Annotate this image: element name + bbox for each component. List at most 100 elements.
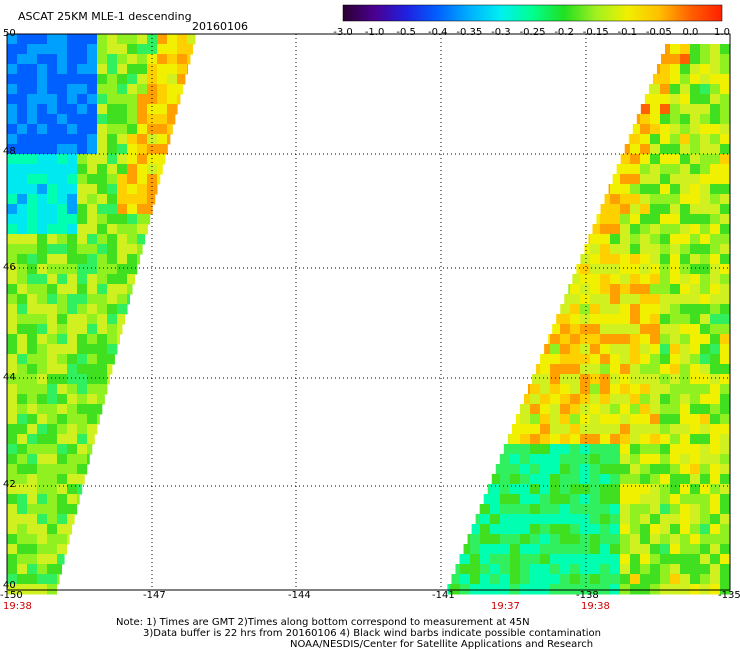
swath-cell bbox=[37, 414, 48, 425]
swath-cell bbox=[117, 274, 128, 285]
swath-cell bbox=[710, 184, 721, 195]
swath-cell bbox=[137, 244, 143, 255]
swath-cell bbox=[7, 434, 18, 445]
swath-cell bbox=[57, 64, 68, 75]
swath-cell bbox=[580, 254, 591, 265]
swath-cell bbox=[670, 364, 681, 375]
swath-cell bbox=[570, 404, 581, 415]
swath-cell bbox=[670, 244, 681, 255]
swath-cell bbox=[690, 144, 701, 155]
swath-cell bbox=[650, 484, 661, 495]
swath-cell bbox=[590, 584, 601, 595]
swath-cell bbox=[550, 564, 561, 575]
swath-cell bbox=[710, 284, 721, 295]
swath-cell bbox=[127, 254, 138, 265]
swath-cell bbox=[620, 304, 631, 315]
swath-cell bbox=[87, 134, 98, 145]
swath-cell bbox=[650, 504, 661, 515]
swath-cell bbox=[590, 434, 601, 445]
swath-cell bbox=[690, 584, 701, 595]
swath-cell bbox=[470, 554, 481, 565]
swath-cell bbox=[640, 154, 651, 165]
swath-cell bbox=[27, 364, 38, 375]
swath-cell bbox=[37, 554, 48, 565]
swath-cell bbox=[7, 114, 18, 125]
swath-cell bbox=[107, 104, 118, 115]
swath-cell bbox=[147, 74, 158, 85]
swath-cell bbox=[660, 514, 671, 525]
swath-cell bbox=[540, 514, 551, 525]
swath-cell bbox=[147, 84, 158, 95]
swath-cell bbox=[97, 124, 108, 135]
swath-cell bbox=[690, 164, 701, 175]
swath-cell bbox=[670, 374, 681, 385]
swath-cell bbox=[37, 514, 48, 525]
swath-cell bbox=[630, 324, 641, 335]
swath-cell bbox=[530, 554, 541, 565]
swath-cell bbox=[7, 144, 18, 155]
swath-cell bbox=[157, 54, 168, 65]
swath-cell bbox=[560, 564, 571, 575]
swath-cell bbox=[490, 574, 501, 585]
swath-cell bbox=[57, 124, 68, 135]
swath-cell bbox=[630, 254, 641, 265]
swath-cell bbox=[630, 414, 641, 425]
swath-cell bbox=[630, 234, 641, 245]
swath-cell bbox=[137, 94, 148, 105]
swath-cell bbox=[37, 334, 48, 345]
swath-cell bbox=[47, 354, 58, 365]
swath-cell bbox=[87, 294, 98, 305]
swath-cell bbox=[680, 574, 691, 585]
swath-cell bbox=[600, 574, 611, 585]
swath-cell bbox=[47, 154, 58, 165]
swath-cell bbox=[47, 474, 58, 485]
swath-cell bbox=[47, 374, 58, 385]
swath-cell bbox=[620, 484, 631, 495]
swath-cell bbox=[650, 114, 661, 125]
swath-cell bbox=[57, 194, 68, 205]
swath-cell bbox=[87, 354, 98, 365]
swath-cell bbox=[137, 74, 148, 85]
swath-cell bbox=[700, 64, 711, 75]
swath-cell bbox=[77, 454, 88, 465]
swath-cell bbox=[600, 294, 611, 305]
swath-cell bbox=[67, 414, 78, 425]
swath-cell bbox=[690, 554, 701, 565]
swath-cell bbox=[157, 84, 168, 95]
swath-cell bbox=[610, 504, 621, 515]
swath-cell bbox=[580, 384, 591, 395]
swath-cell bbox=[560, 354, 571, 365]
swath-cell bbox=[117, 134, 128, 145]
swath-cell bbox=[47, 34, 58, 45]
swath-cell bbox=[77, 304, 88, 315]
swath-cell bbox=[490, 544, 501, 555]
swath-cell bbox=[690, 424, 701, 435]
swath-cell bbox=[570, 454, 581, 465]
swath-cell bbox=[137, 64, 148, 75]
swath-cell bbox=[27, 454, 38, 465]
swath-cell bbox=[97, 34, 108, 45]
swath-cell bbox=[530, 434, 541, 445]
swath-cell bbox=[87, 264, 98, 275]
swath-cell bbox=[137, 34, 148, 45]
swath-cell bbox=[630, 344, 641, 355]
swath-cell bbox=[700, 264, 711, 275]
swath-cell bbox=[630, 584, 641, 595]
swath-cell bbox=[47, 404, 58, 415]
swath-cell bbox=[710, 264, 721, 275]
swath-cell bbox=[117, 74, 128, 85]
swath-cell bbox=[670, 434, 681, 445]
swath-cell bbox=[640, 404, 651, 415]
swath-cell bbox=[167, 94, 178, 105]
swath-cell bbox=[610, 204, 621, 215]
swath-cell bbox=[610, 254, 621, 265]
swath-cell bbox=[580, 264, 591, 275]
swath-cell bbox=[7, 374, 18, 385]
swath-cell bbox=[680, 144, 691, 155]
swath-cell bbox=[560, 344, 571, 355]
swath-cell bbox=[27, 254, 38, 265]
swath-cell bbox=[67, 444, 78, 455]
swath-cell bbox=[530, 544, 541, 555]
swath-cell bbox=[520, 534, 531, 545]
swath-cell bbox=[690, 444, 701, 455]
